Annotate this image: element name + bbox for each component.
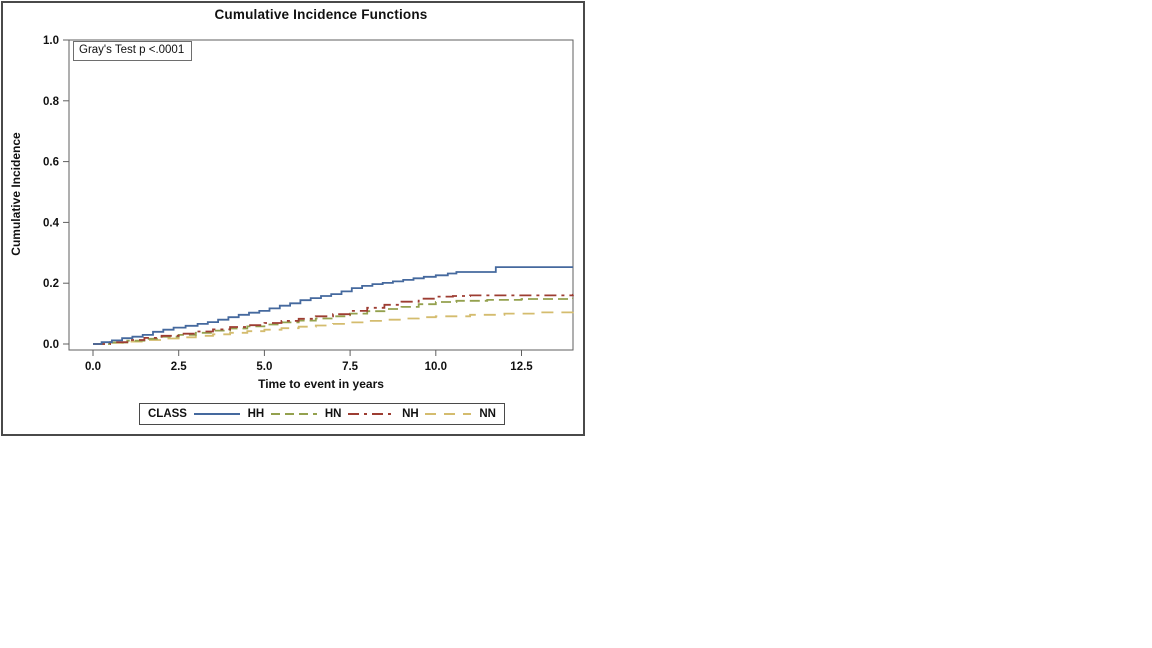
x-tick-label: 2.5: [171, 361, 188, 373]
chart-window: 0.0 0.2 0.4 0.6 0.8 1.0 0.0 2.5 5.0 7.5 10.0 12.5 C…: [1, 1, 585, 436]
x-tick-label: 7.5: [342, 361, 359, 373]
legend-swatch-HN: [270, 413, 317, 415]
legend-swatch-NH: [348, 413, 395, 415]
y-tick-label: 0.6: [43, 157, 59, 169]
legend-label-NH: NH: [402, 408, 419, 420]
y-tick-label: 1.0: [43, 35, 59, 47]
chart-title: Cumulative Incidence Functions: [214, 7, 428, 22]
annotation-text: Gray's Test p <.0001: [79, 44, 185, 56]
legend-item-HN: HN: [270, 408, 342, 420]
legend-item-HH: HH: [193, 408, 265, 420]
x-axis-title: Time to event in years: [258, 377, 384, 391]
legend: CLASS HH HN NH NN: [139, 403, 505, 425]
y-tick-label: 0.4: [43, 217, 60, 229]
series-curve-NH: [93, 293, 574, 345]
series-curve-NN: [93, 310, 574, 345]
plot-frame: [68, 39, 574, 351]
x-tick-label: 0.0: [85, 361, 101, 373]
legend-label-NN: NN: [479, 408, 496, 420]
x-tick-label: 12.5: [510, 361, 533, 373]
legend-swatch-NN: [425, 413, 472, 415]
x-tick-label: 5.0: [256, 361, 272, 373]
series-curve-HH: [93, 266, 573, 345]
legend-swatch-HH: [193, 413, 240, 415]
grays-test-annotation: Gray's Test p <.0001: [73, 41, 193, 61]
legend-title: CLASS: [148, 408, 187, 420]
y-tick-label: 0.0: [43, 339, 59, 351]
x-tick-label: 10.0: [425, 361, 447, 373]
y-tick-label: 0.8: [43, 96, 60, 108]
legend-label-HH: HH: [247, 408, 265, 420]
y-tick-label: 0.2: [43, 278, 59, 290]
y-axis-title: Cumulative Incidence: [9, 132, 23, 256]
legend-label-HN: HN: [324, 408, 342, 420]
legend-item-NN: NN: [424, 408, 496, 420]
legend-item-NH: NH: [347, 408, 419, 420]
series-curve-HN: [93, 297, 574, 345]
plot-area: 0.0 0.2 0.4 0.6 0.8 1.0 0.0 2.5 5.0 7.5 10.0 12.5: [43, 35, 574, 373]
